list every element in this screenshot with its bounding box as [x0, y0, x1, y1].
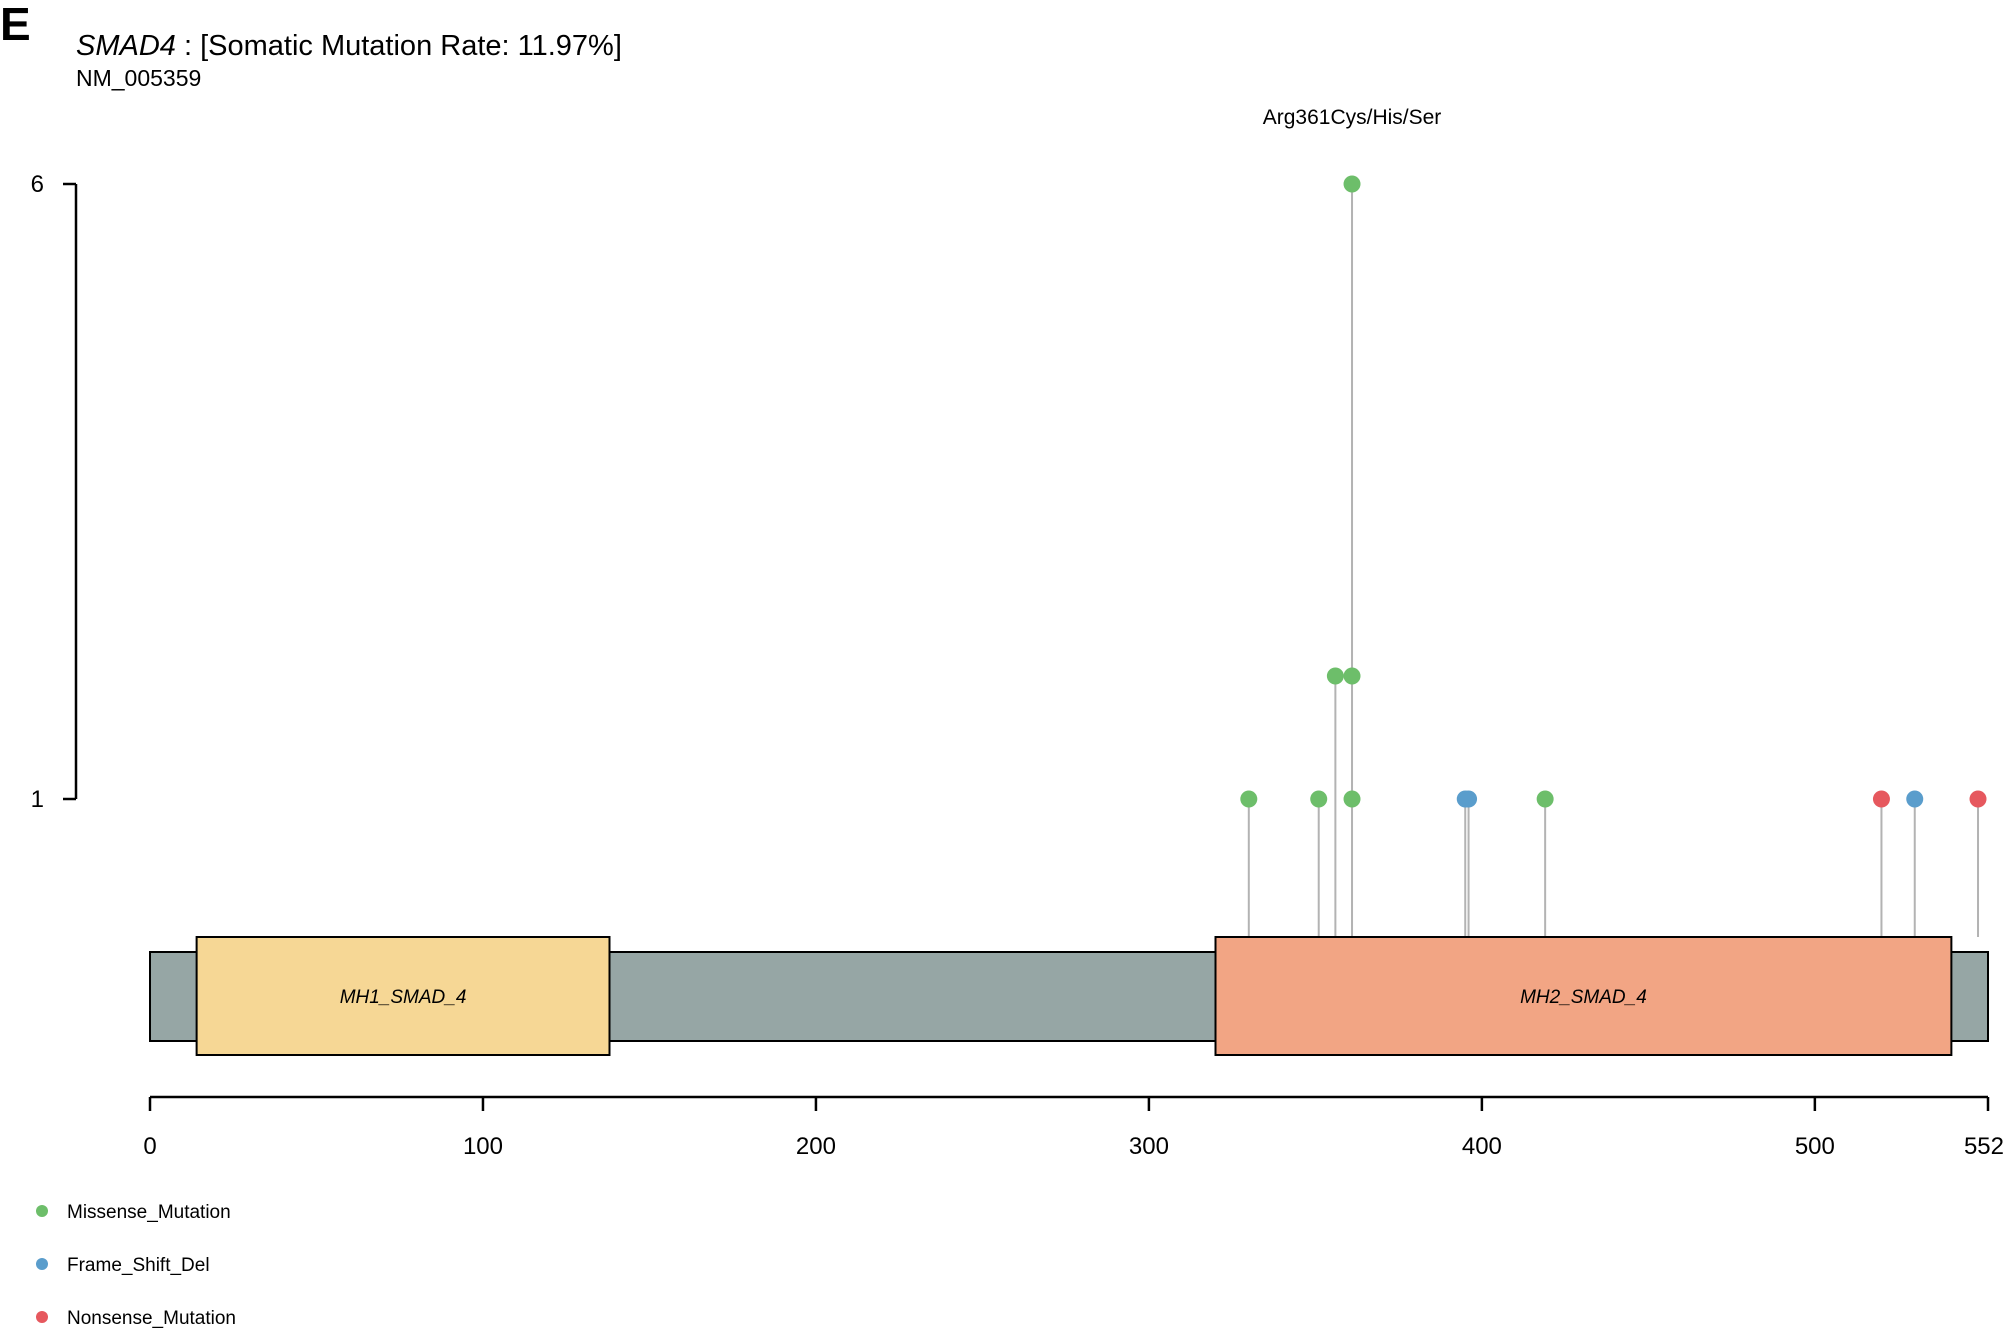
mutation-lollipops [1240, 175, 1987, 808]
mutation-point [1872, 790, 1890, 808]
x-tick-label: 500 [1795, 1133, 1835, 1160]
x-tick-label: 300 [1129, 1133, 1169, 1160]
legend-label: Frame_Shift_Del [67, 1255, 210, 1276]
legend-label: Missense_Mutation [67, 1202, 231, 1223]
x-tick-label: 200 [796, 1133, 836, 1160]
legend-swatch [36, 1258, 48, 1270]
domain-box [1214, 936, 1953, 1056]
legend-label: Nonsense_Mutation [67, 1308, 236, 1329]
mutation-point [1240, 790, 1258, 808]
mutation-point [1536, 790, 1554, 808]
domain-label: MH2_SMAD_4 [1520, 987, 1647, 1008]
mutation-point [1969, 790, 1987, 808]
legend-swatch [36, 1311, 48, 1323]
x-tick-label: 100 [463, 1133, 503, 1160]
mutation-labels: Arg361Cys/His/Ser [1263, 106, 1442, 129]
mutation-stems [1247, 184, 1980, 937]
mutation-point [1343, 790, 1361, 808]
protein-track: MH1_SMAD_4 MH2_SMAD_4 [149, 936, 1989, 1056]
mutation-rate: : [Somatic Mutation Rate: 11.97%] [176, 30, 622, 62]
chart-title: SMAD4 : [Somatic Mutation Rate: 11.97%] [76, 30, 622, 62]
x-tick-label: 552 [1964, 1133, 2004, 1160]
x-tick-label: 0 [143, 1133, 156, 1160]
y-tick-label: 1 [31, 786, 44, 813]
mutation-point [1343, 175, 1361, 193]
x-tick-label: 400 [1462, 1133, 1502, 1160]
domain-box [195, 936, 611, 1056]
panel-letter: E [0, 0, 31, 50]
y-axis: 16 [31, 171, 78, 813]
legend: Missense_Mutation Frame_Shift_Del Nonsense… [36, 1202, 236, 1329]
mutation-point [1906, 790, 1924, 808]
mutation-point [1460, 790, 1478, 808]
gene-name: SMAD4 [76, 30, 176, 62]
legend-swatch [36, 1205, 48, 1217]
mutation-annotation: Arg361Cys/His/Ser [1263, 106, 1442, 129]
mutation-point [1326, 667, 1344, 685]
transcript-id: NM_005359 [76, 65, 201, 91]
mutation-point [1310, 790, 1328, 808]
x-axis: 0 100 200 300 400 500 552 [143, 1095, 2004, 1160]
mutation-point [1343, 667, 1361, 685]
domain-label: MH1_SMAD_4 [340, 987, 467, 1008]
y-tick-label: 6 [31, 171, 44, 198]
